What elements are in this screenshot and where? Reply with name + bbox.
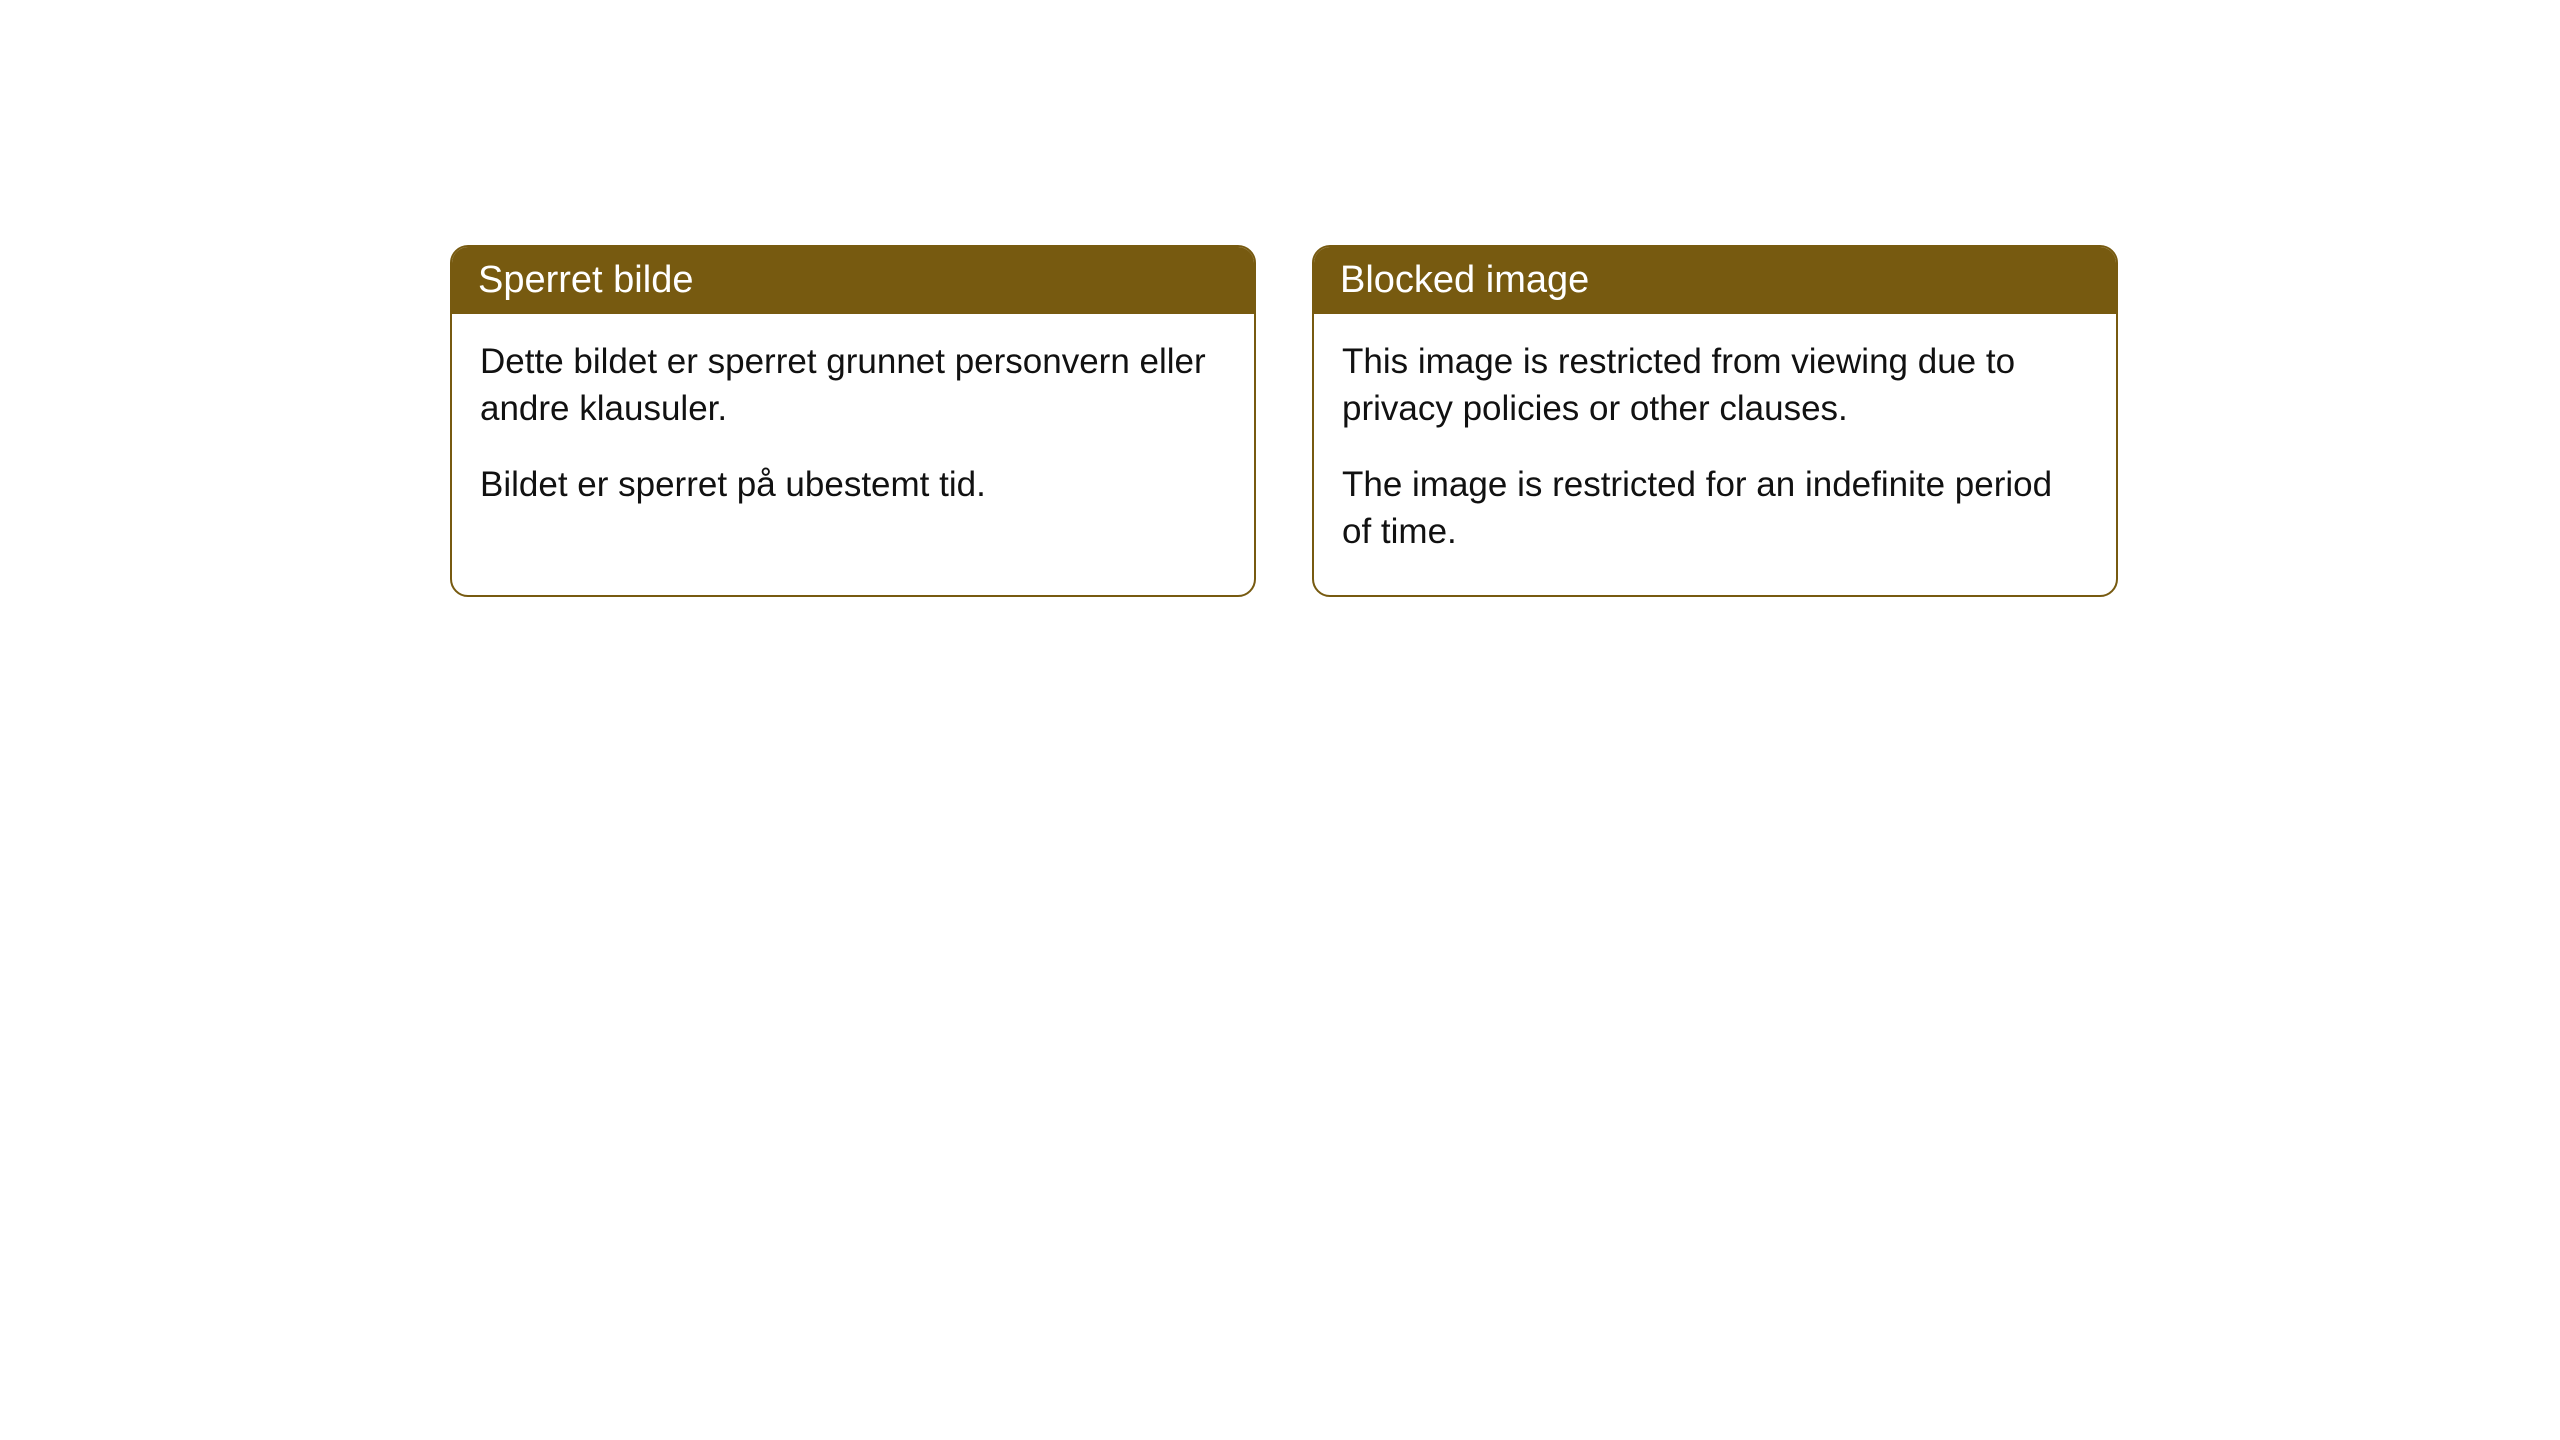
blocked-image-card-norwegian: Sperret bilde Dette bildet er sperret gr…	[450, 245, 1256, 597]
card-body: Dette bildet er sperret grunnet personve…	[452, 314, 1254, 548]
card-header: Sperret bilde	[452, 247, 1254, 314]
card-title: Blocked image	[1340, 259, 1589, 301]
card-paragraph-1: Dette bildet er sperret grunnet personve…	[480, 338, 1226, 433]
card-paragraph-2: Bildet er sperret på ubestemt tid.	[480, 461, 1226, 508]
blocked-image-card-english: Blocked image This image is restricted f…	[1312, 245, 2118, 597]
card-paragraph-1: This image is restricted from viewing du…	[1342, 338, 2088, 433]
card-header: Blocked image	[1314, 247, 2116, 314]
card-body: This image is restricted from viewing du…	[1314, 314, 2116, 595]
card-paragraph-2: The image is restricted for an indefinit…	[1342, 461, 2088, 556]
card-title: Sperret bilde	[478, 259, 693, 301]
notice-cards-container: Sperret bilde Dette bildet er sperret gr…	[450, 245, 2118, 597]
